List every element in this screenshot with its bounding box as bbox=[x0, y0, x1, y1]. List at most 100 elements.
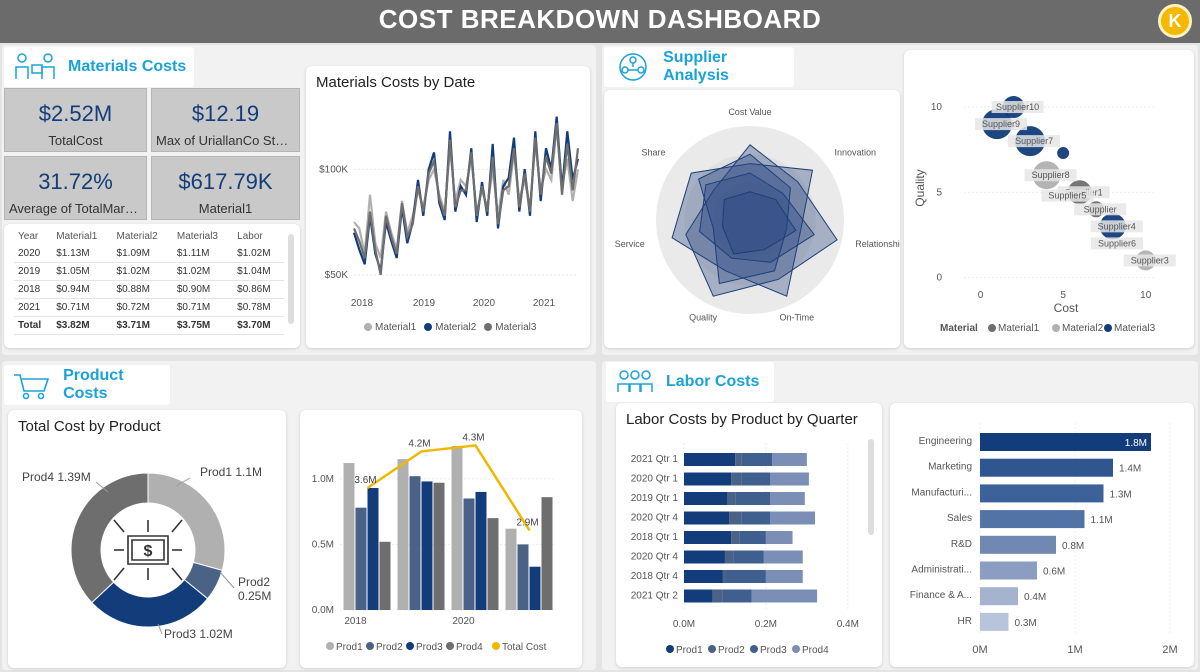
bar-prod1 bbox=[684, 492, 727, 505]
materials-table: Year Material1 Material2 Material3 Labor… bbox=[14, 228, 284, 335]
col-header[interactable]: Material1 bbox=[56, 231, 98, 242]
bar-prod1 bbox=[684, 472, 732, 486]
line-legend: Material1 Material2 Material3 bbox=[364, 322, 536, 333]
legend-dot bbox=[406, 642, 414, 650]
logo-icon: K bbox=[1158, 4, 1192, 38]
bubble-label: Supplier bbox=[1084, 204, 1117, 214]
radar-series bbox=[697, 153, 791, 285]
data-label: 4.2M bbox=[408, 438, 430, 449]
bar-prod4 bbox=[763, 550, 803, 564]
donut-hole bbox=[103, 505, 193, 595]
table-row[interactable]: 2018 $0.94M $0.88M $0.90M $0.86M bbox=[14, 280, 284, 299]
slice-label: Prod4 1.39M bbox=[22, 470, 91, 484]
bar-prod2 bbox=[731, 472, 742, 486]
leader-line bbox=[157, 623, 163, 635]
materials-line-card: Materials Costs by Date $100K $50K 2018 201… bbox=[306, 66, 590, 348]
legend-dot bbox=[1052, 324, 1060, 332]
bubble-label-bg bbox=[1041, 189, 1094, 202]
bar-prod1 bbox=[684, 453, 736, 466]
bar-department bbox=[980, 510, 1085, 529]
bar-prod1 bbox=[343, 463, 355, 610]
legend-item: Prod2 bbox=[718, 645, 745, 656]
chart-scrollbar[interactable] bbox=[868, 439, 874, 535]
category-label: Manufacturi... bbox=[911, 487, 972, 498]
legend-dot bbox=[446, 642, 454, 650]
x-tick-label: 2019 bbox=[413, 298, 436, 309]
x-tick-label: 2020 bbox=[473, 298, 496, 309]
kpi-material1: $617.79K Material1 bbox=[151, 156, 300, 220]
bar-department bbox=[980, 458, 1113, 477]
leader-line bbox=[219, 571, 235, 589]
bar-prod3 bbox=[741, 511, 770, 525]
x-tick-label: 2021 bbox=[533, 298, 556, 309]
series-line-material2 bbox=[352, 116, 580, 272]
col-header[interactable]: Labor bbox=[237, 231, 263, 242]
people-icon bbox=[617, 370, 653, 392]
bar-prod2 bbox=[724, 550, 734, 564]
icon-arrow bbox=[113, 519, 125, 533]
x-tick-label: 10 bbox=[1140, 290, 1152, 301]
bubble-label-bg bbox=[1008, 135, 1061, 148]
chart-title: Labor Costs by Product by Quarter bbox=[626, 411, 858, 428]
bar-prod3 bbox=[735, 492, 770, 505]
col-header[interactable]: Year bbox=[18, 231, 39, 242]
col-header[interactable]: Material2 bbox=[116, 231, 158, 242]
bar-prod4 bbox=[541, 497, 553, 610]
bar-prod3 bbox=[741, 472, 770, 486]
x-tick-label: 0 bbox=[978, 290, 984, 301]
legend-dot bbox=[364, 323, 372, 332]
bar-prod2 bbox=[517, 544, 529, 610]
donut-card: Total Cost by Product $ Prod1 1.1M Prod2 0.… bbox=[8, 410, 286, 668]
bar-prod1 bbox=[684, 550, 725, 564]
bubble-label: Supplier9 bbox=[982, 119, 1020, 129]
legend-item: Prod2 bbox=[376, 642, 403, 653]
category-label: Finance & A... bbox=[910, 590, 972, 601]
y-tick-label: 10 bbox=[931, 102, 943, 113]
kpi-total-cost: $2.52M TotalCost bbox=[4, 88, 147, 152]
legend-item[interactable]: Material1 bbox=[364, 322, 416, 333]
bar-department bbox=[980, 535, 1056, 554]
chart-title: Total Cost by Product bbox=[18, 418, 161, 435]
slice-label: 0.25M bbox=[238, 589, 271, 603]
x-tick-label: 2018 bbox=[344, 616, 367, 627]
total-cost-line bbox=[366, 444, 531, 532]
x-tick-label: 0.0M bbox=[673, 619, 695, 630]
supplier-header: Supplier Analysis bbox=[604, 47, 794, 87]
x-tick-label: 2018 bbox=[351, 298, 374, 309]
legend-item[interactable]: Material2 bbox=[424, 322, 476, 333]
bubble-label-bg bbox=[1090, 237, 1143, 250]
x-tick-label: 0M bbox=[972, 644, 987, 656]
category-label: Sales bbox=[947, 513, 972, 524]
bubble-label: Supplier6 bbox=[1098, 238, 1136, 248]
supplier-title: Supplier Analysis bbox=[663, 49, 729, 84]
data-label: 0.8M bbox=[1062, 541, 1084, 552]
table-row[interactable]: 2020 $1.13M $1.09M $1.11M $1.02M bbox=[14, 245, 284, 263]
table-scrollbar[interactable] bbox=[288, 234, 294, 324]
bubble-label: Supplier5 bbox=[1048, 191, 1086, 201]
materials-line-chart: $100K $50K 2018 2019 2020 2021 bbox=[319, 116, 580, 309]
legend-item: Prod3 bbox=[416, 642, 443, 653]
x-tick-label: 0.2M bbox=[755, 619, 777, 630]
x-tick-label: 5 bbox=[1060, 290, 1066, 301]
bar-prod1 bbox=[684, 570, 723, 583]
bar-prod1 bbox=[684, 511, 730, 525]
legend-dot bbox=[666, 645, 674, 653]
col-header[interactable]: Material3 bbox=[176, 231, 218, 242]
category-label: 2018 Qtr 4 bbox=[631, 571, 679, 582]
labor-dept-chart: 0M 1M 2M Engineering 1.8M Marketing 1.4M Manufa… bbox=[910, 423, 1178, 656]
legend-title: Material bbox=[940, 323, 978, 334]
legend-item: Total Cost bbox=[502, 642, 547, 653]
bar-prod2 bbox=[735, 453, 742, 466]
data-label: 4.3M bbox=[462, 432, 484, 443]
bar-prod3 bbox=[733, 550, 764, 564]
icon-path bbox=[127, 535, 169, 565]
table-row[interactable]: 2019 $1.05M $1.02M $1.02M $1.04M bbox=[14, 262, 284, 281]
table-row[interactable]: 2021 $0.71M $0.72M $0.71M $0.78M bbox=[14, 298, 284, 317]
icon-arrow bbox=[171, 567, 183, 581]
bar-prod4 bbox=[770, 492, 805, 505]
bubble-label: Supplier10 bbox=[996, 102, 1039, 112]
icon-arrow bbox=[171, 519, 183, 533]
legend-item[interactable]: Material3 bbox=[484, 322, 536, 333]
bar-prod1 bbox=[397, 459, 409, 610]
